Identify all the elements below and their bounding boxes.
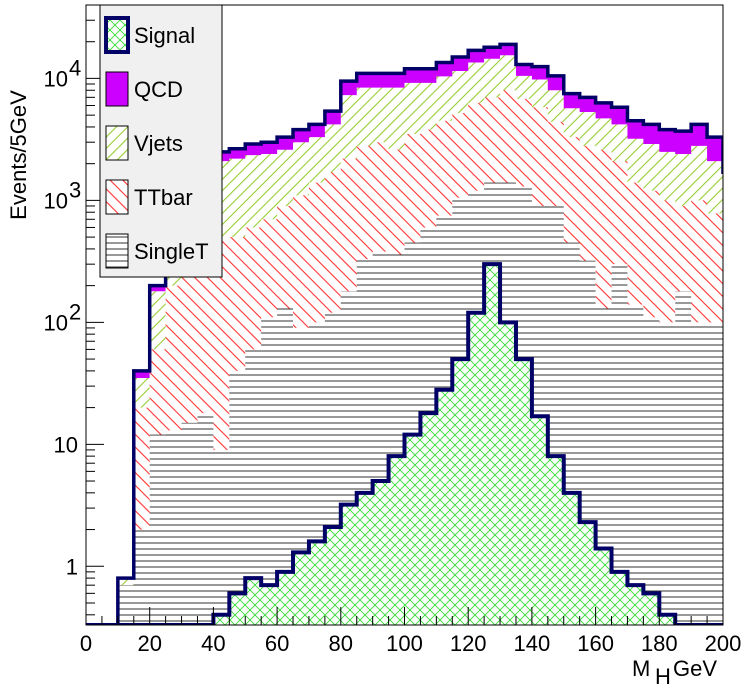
bin-ttbar — [739, 245, 750, 625]
legend-label-singlet: SingleT — [134, 239, 209, 264]
x-tick-label: 160 — [577, 631, 614, 656]
x-tick-label: 180 — [641, 631, 678, 656]
legend-label-signal: Signal — [134, 23, 195, 48]
y-tick-label: 10 — [54, 432, 78, 457]
bin-ttbar — [723, 243, 739, 625]
x-tick-label: 40 — [201, 631, 225, 656]
legend-entry-singlet: SingleT — [105, 233, 209, 269]
bin-singlet — [739, 371, 750, 625]
y-axis-title: Events/5GeV — [6, 90, 31, 220]
y-tick-label: 1 — [66, 554, 78, 579]
x-tick-label: 20 — [137, 631, 161, 656]
x-tick-label: 60 — [265, 631, 289, 656]
bin-vjets — [739, 191, 750, 625]
legend-entry-signal: Signal — [104, 16, 195, 54]
x-tick-label: 80 — [329, 631, 353, 656]
legend: Signal QCD Vjets TTbar SingleT — [99, 4, 223, 278]
legend-swatch-qcd — [105, 71, 129, 107]
stack-total-outline — [86, 42, 723, 625]
x-tick-label: 200 — [705, 631, 742, 656]
x-axis-title: M — [632, 656, 650, 681]
legend-label-vjets: Vjets — [134, 131, 183, 156]
legend-entry-ttbar: TTbar — [105, 179, 193, 215]
legend-swatch-vjets — [105, 125, 129, 161]
legend-swatch-singlet — [105, 233, 129, 269]
y-tick-label: 10 — [44, 66, 68, 91]
y-tick-exponent: 2 — [69, 299, 81, 324]
y-tick-exponent: 4 — [69, 55, 81, 80]
x-tick-label: 100 — [386, 631, 423, 656]
x-tick-label: 120 — [450, 631, 487, 656]
legend-label-qcd: QCD — [134, 77, 183, 102]
x-tick-label: 0 — [80, 631, 92, 656]
legend-entry-vjets: Vjets — [105, 125, 183, 161]
legend-swatch-signal — [104, 16, 130, 54]
y-tick-label: 10 — [44, 310, 68, 335]
legend-label-ttbar: TTbar — [134, 185, 193, 210]
histogram-layer — [86, 42, 750, 625]
bin-vjets — [723, 200, 739, 625]
x-tick-label: 140 — [514, 631, 551, 656]
legend-swatch-ttbar — [105, 179, 129, 215]
x-axis-title-subscript: H — [655, 664, 671, 689]
x-axis-title-unit: GeV — [673, 656, 717, 681]
bin-qcd — [723, 172, 739, 625]
bin-singlet — [723, 322, 739, 625]
y-tick-label: 10 — [44, 188, 68, 213]
legend-entry-qcd: QCD — [105, 71, 183, 107]
bin-qcd — [739, 161, 750, 625]
y-tick-exponent: 3 — [69, 177, 81, 202]
